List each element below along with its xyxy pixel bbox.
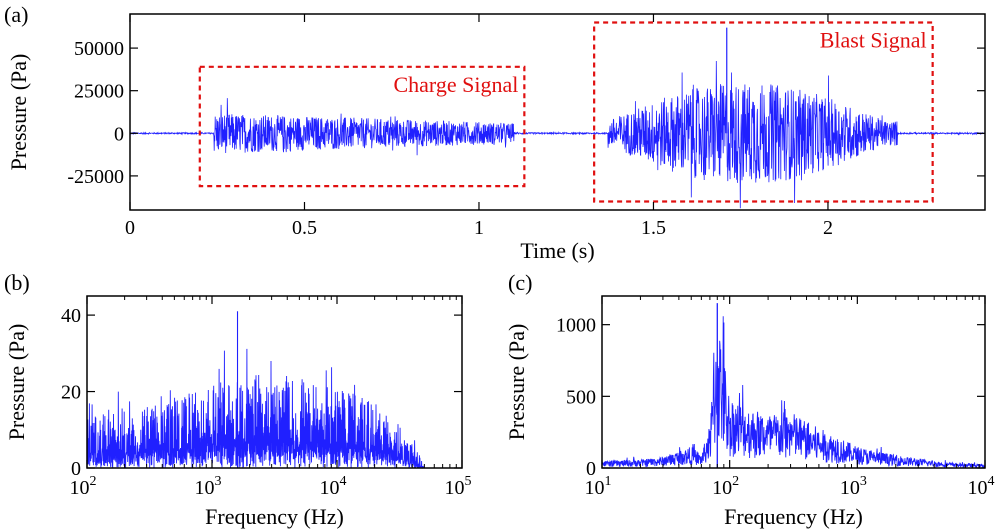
y-tick-label: 0 [114, 123, 124, 145]
axes-frame [601, 295, 986, 469]
x-tick-label: 102 [712, 474, 739, 499]
y-tick-label: 0 [71, 458, 81, 480]
y-axis-label: Pressure (Pa) [504, 324, 529, 441]
panel-label: (a) [4, 2, 28, 27]
y-tick-label: -25000 [67, 166, 124, 188]
x-axis-label: Frequency (Hz) [724, 504, 863, 529]
annotation-box [198, 65, 526, 188]
y-tick-label: 500 [566, 386, 596, 408]
signal-line [129, 60, 986, 209]
y-tick-label: 25000 [74, 81, 124, 103]
panel-a: Charge Signal Blast Signal -25000 0 25000 500… [4, 2, 986, 263]
y-tick-label: 1000 [556, 315, 596, 337]
y-tick-label: 50000 [74, 38, 124, 60]
x-axis-label: Frequency (Hz) [205, 504, 344, 529]
x-tick-label: 102 [70, 474, 97, 499]
x-tick-label: 104 [968, 474, 995, 499]
x-tick-label: 2 [823, 217, 833, 239]
x-tick-label: 0.5 [292, 217, 317, 239]
y-axis-label: Pressure (Pa) [6, 54, 31, 171]
y-tick-label: 0 [586, 458, 596, 480]
y-tick-label: 40 [61, 305, 81, 327]
x-tick-label: 1 [474, 217, 484, 239]
panel-c: 0 500 1000 101 102 103 104 Frequency (Hz) Pressu… [504, 270, 995, 529]
panel-b: 0 20 40 102 103 104 105 Frequency (Hz) Pressure … [4, 270, 472, 529]
x-tick-label: 103 [840, 474, 867, 499]
x-tick-label: 105 [445, 474, 472, 499]
annotation-label: Charge Signal [393, 72, 518, 97]
y-axis-label: Pressure (Pa) [4, 324, 29, 441]
x-axis-label: Time (s) [520, 238, 594, 263]
x-tick-label: 1.5 [641, 217, 666, 239]
annotation-box [593, 21, 934, 203]
panel-label: (c) [508, 270, 532, 295]
x-tick-label: 104 [320, 474, 347, 499]
annotation-label: Blast Signal [820, 28, 927, 53]
spectrum-line [601, 316, 986, 469]
spectrum-line [86, 348, 462, 469]
axes-frame [129, 13, 986, 211]
axes-frame [86, 295, 463, 469]
panel-label: (b) [4, 270, 30, 295]
x-tick-label: 103 [195, 474, 222, 499]
x-tick-label: 101 [585, 474, 612, 499]
y-tick-label: 20 [61, 382, 81, 404]
x-tick-label: 0 [125, 217, 135, 239]
